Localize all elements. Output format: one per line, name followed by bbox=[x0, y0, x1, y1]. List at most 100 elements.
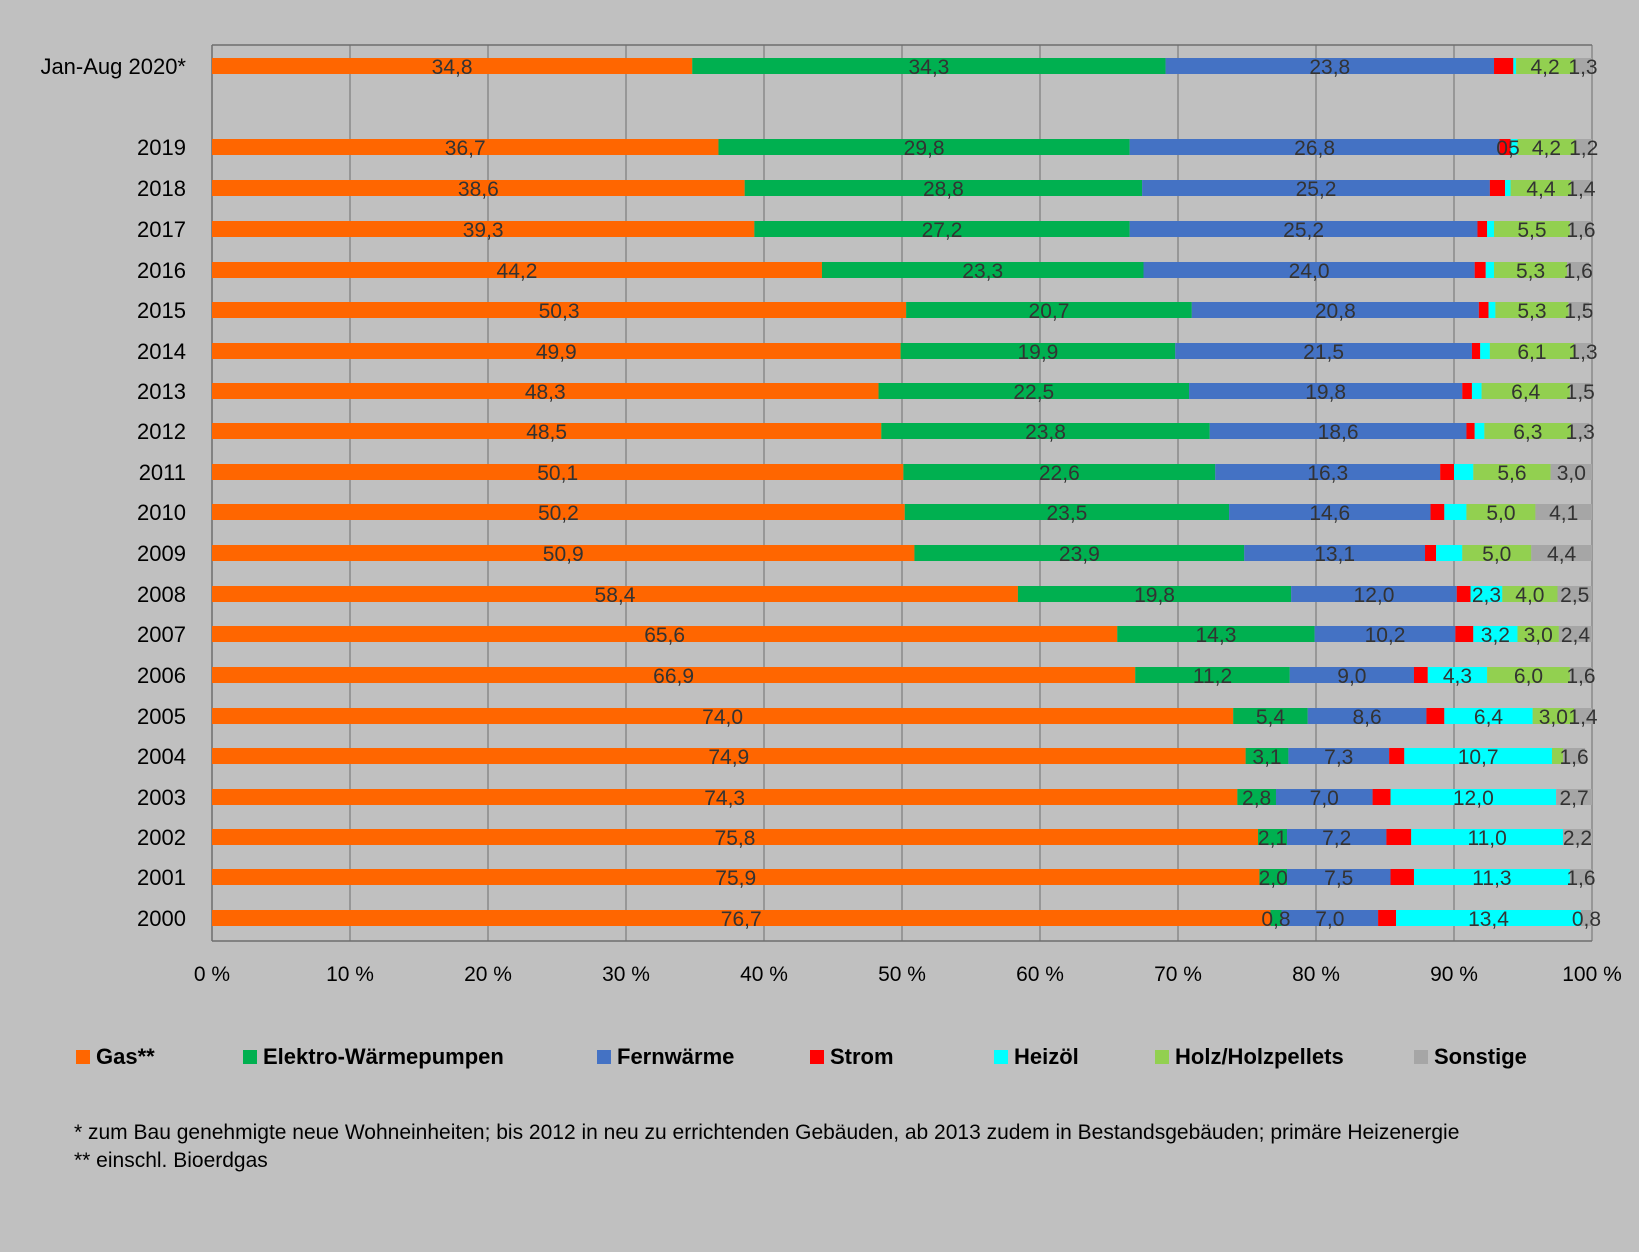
bar-segment bbox=[212, 789, 1238, 805]
data-label: 50,1 bbox=[537, 462, 578, 485]
legend-label: Holz/Holzpellets bbox=[1175, 1044, 1344, 1069]
bar-segment bbox=[1287, 829, 1387, 845]
bar-segment bbox=[1237, 789, 1276, 805]
legend-label: Sonstige bbox=[1434, 1044, 1527, 1069]
bar-segment bbox=[1484, 423, 1572, 439]
bar-segment bbox=[212, 383, 879, 399]
bar-segment bbox=[1456, 586, 1471, 602]
bar-segment bbox=[1165, 58, 1495, 74]
data-label: 0, bbox=[1496, 137, 1514, 160]
bar-segment bbox=[1485, 262, 1495, 278]
data-label: 49,9 bbox=[536, 341, 577, 364]
data-label: 1,5 bbox=[1564, 300, 1593, 323]
data-label: 2,5 bbox=[1560, 584, 1589, 607]
data-label: 1,4 bbox=[1566, 178, 1596, 201]
bar-segment bbox=[1430, 504, 1445, 520]
legend-swatch bbox=[243, 1050, 257, 1064]
data-label: 7,3 bbox=[1324, 746, 1353, 769]
bar-segment bbox=[1517, 139, 1576, 155]
data-label: 5,3 bbox=[1516, 260, 1545, 283]
bar-segment bbox=[1390, 869, 1414, 885]
data-label: 9,0 bbox=[1337, 665, 1366, 688]
bar-segment bbox=[914, 545, 1245, 561]
bar-segment bbox=[1474, 262, 1486, 278]
data-label: 3,2 bbox=[1481, 624, 1510, 647]
bar-segment bbox=[1574, 58, 1592, 74]
data-label: 48,5 bbox=[526, 421, 567, 444]
bar-segment bbox=[212, 545, 915, 561]
bar-segment bbox=[903, 464, 1216, 480]
data-label: 75,9 bbox=[715, 867, 756, 890]
axes: 0 % 10 % 20 % 30 % 40 % 50 % 60 % 70 % 80 % 90 % 1… bbox=[40, 54, 1621, 986]
bar-segment bbox=[1462, 545, 1532, 561]
bar-segment bbox=[1563, 829, 1592, 845]
data-label: 19,9 bbox=[1017, 341, 1058, 364]
bar-segment bbox=[1568, 302, 1590, 318]
bar-segment bbox=[1411, 829, 1564, 845]
bar-segment bbox=[1233, 708, 1308, 724]
bar-segment bbox=[1489, 343, 1575, 359]
bar-segment bbox=[1389, 748, 1405, 764]
data-label: 5,5 bbox=[1517, 219, 1546, 242]
bar-segment bbox=[1571, 423, 1590, 439]
legend-swatch bbox=[1155, 1050, 1169, 1064]
data-label: 48,3 bbox=[525, 381, 566, 404]
bar-segment bbox=[1287, 869, 1391, 885]
bar-segment bbox=[1471, 383, 1482, 399]
data-label: 24,0 bbox=[1289, 260, 1330, 283]
data-label: 76,7 bbox=[721, 908, 762, 931]
data-labels: 34,8 34,3 23,8 4,2 1,3 36,7 29,8 26,8 0,5 4,2 1,2 3… bbox=[432, 56, 1601, 931]
data-label: 1,5 bbox=[1566, 381, 1595, 404]
data-label: 65,6 bbox=[644, 624, 685, 647]
bar-segment bbox=[212, 708, 1234, 724]
data-label: 1,6 bbox=[1566, 867, 1595, 890]
bar-segment bbox=[1413, 869, 1570, 885]
x-tick-label: 50 % bbox=[878, 963, 926, 986]
bar-segment bbox=[1471, 343, 1481, 359]
bar-segment bbox=[212, 910, 1271, 926]
bar-segment bbox=[1142, 180, 1490, 196]
legend-label: Strom bbox=[830, 1044, 894, 1069]
bar-segment bbox=[1481, 383, 1570, 399]
data-label: 66,9 bbox=[653, 665, 694, 688]
data-label: 38,6 bbox=[458, 178, 499, 201]
data-label: 14,6 bbox=[1309, 502, 1350, 525]
x-tick-label: 60 % bbox=[1016, 963, 1064, 986]
data-label: 19,8 bbox=[1134, 584, 1175, 607]
data-label: 1,6 bbox=[1559, 746, 1588, 769]
data-label: 7,0 bbox=[1310, 787, 1339, 810]
x-tick-label: 100 % bbox=[1562, 963, 1622, 986]
bar-segment bbox=[1258, 829, 1288, 845]
data-label: 4,2 bbox=[1532, 137, 1561, 160]
bar-segment bbox=[1291, 586, 1457, 602]
data-label: 5,3 bbox=[1517, 300, 1546, 323]
bar-segment bbox=[1390, 789, 1557, 805]
legend-label: Elektro-Wärmepumpen bbox=[263, 1044, 504, 1069]
bar-segment bbox=[1436, 545, 1463, 561]
bar-segment bbox=[1516, 58, 1575, 74]
bar-segment bbox=[1396, 910, 1581, 926]
legend-swatch bbox=[1414, 1050, 1428, 1064]
bar-segment bbox=[1513, 58, 1517, 74]
data-label: 2,2 bbox=[1563, 827, 1592, 850]
legend-label: Gas** bbox=[96, 1044, 155, 1069]
bar-segment bbox=[1270, 910, 1282, 926]
bar-segment bbox=[1495, 302, 1569, 318]
bar-segment bbox=[1557, 586, 1592, 602]
bar-segment bbox=[1259, 869, 1288, 885]
bar-segment bbox=[1569, 383, 1591, 399]
bar-segment bbox=[1551, 748, 1564, 764]
bar-segment bbox=[1455, 626, 1474, 642]
y-category-label: 2017 bbox=[137, 217, 186, 242]
data-label: 75,8 bbox=[715, 827, 756, 850]
data-label: 1,6 bbox=[1566, 219, 1595, 242]
data-label: 28,8 bbox=[923, 178, 964, 201]
bar-segment bbox=[212, 829, 1259, 845]
bar-segment bbox=[212, 58, 693, 74]
data-label: 5 bbox=[1508, 137, 1520, 160]
data-label: 4,0 bbox=[1515, 584, 1544, 607]
legend-swatch bbox=[994, 1050, 1008, 1064]
bar-segment bbox=[1569, 869, 1592, 885]
bar-segment bbox=[1281, 910, 1379, 926]
bar-segment bbox=[1444, 504, 1467, 520]
